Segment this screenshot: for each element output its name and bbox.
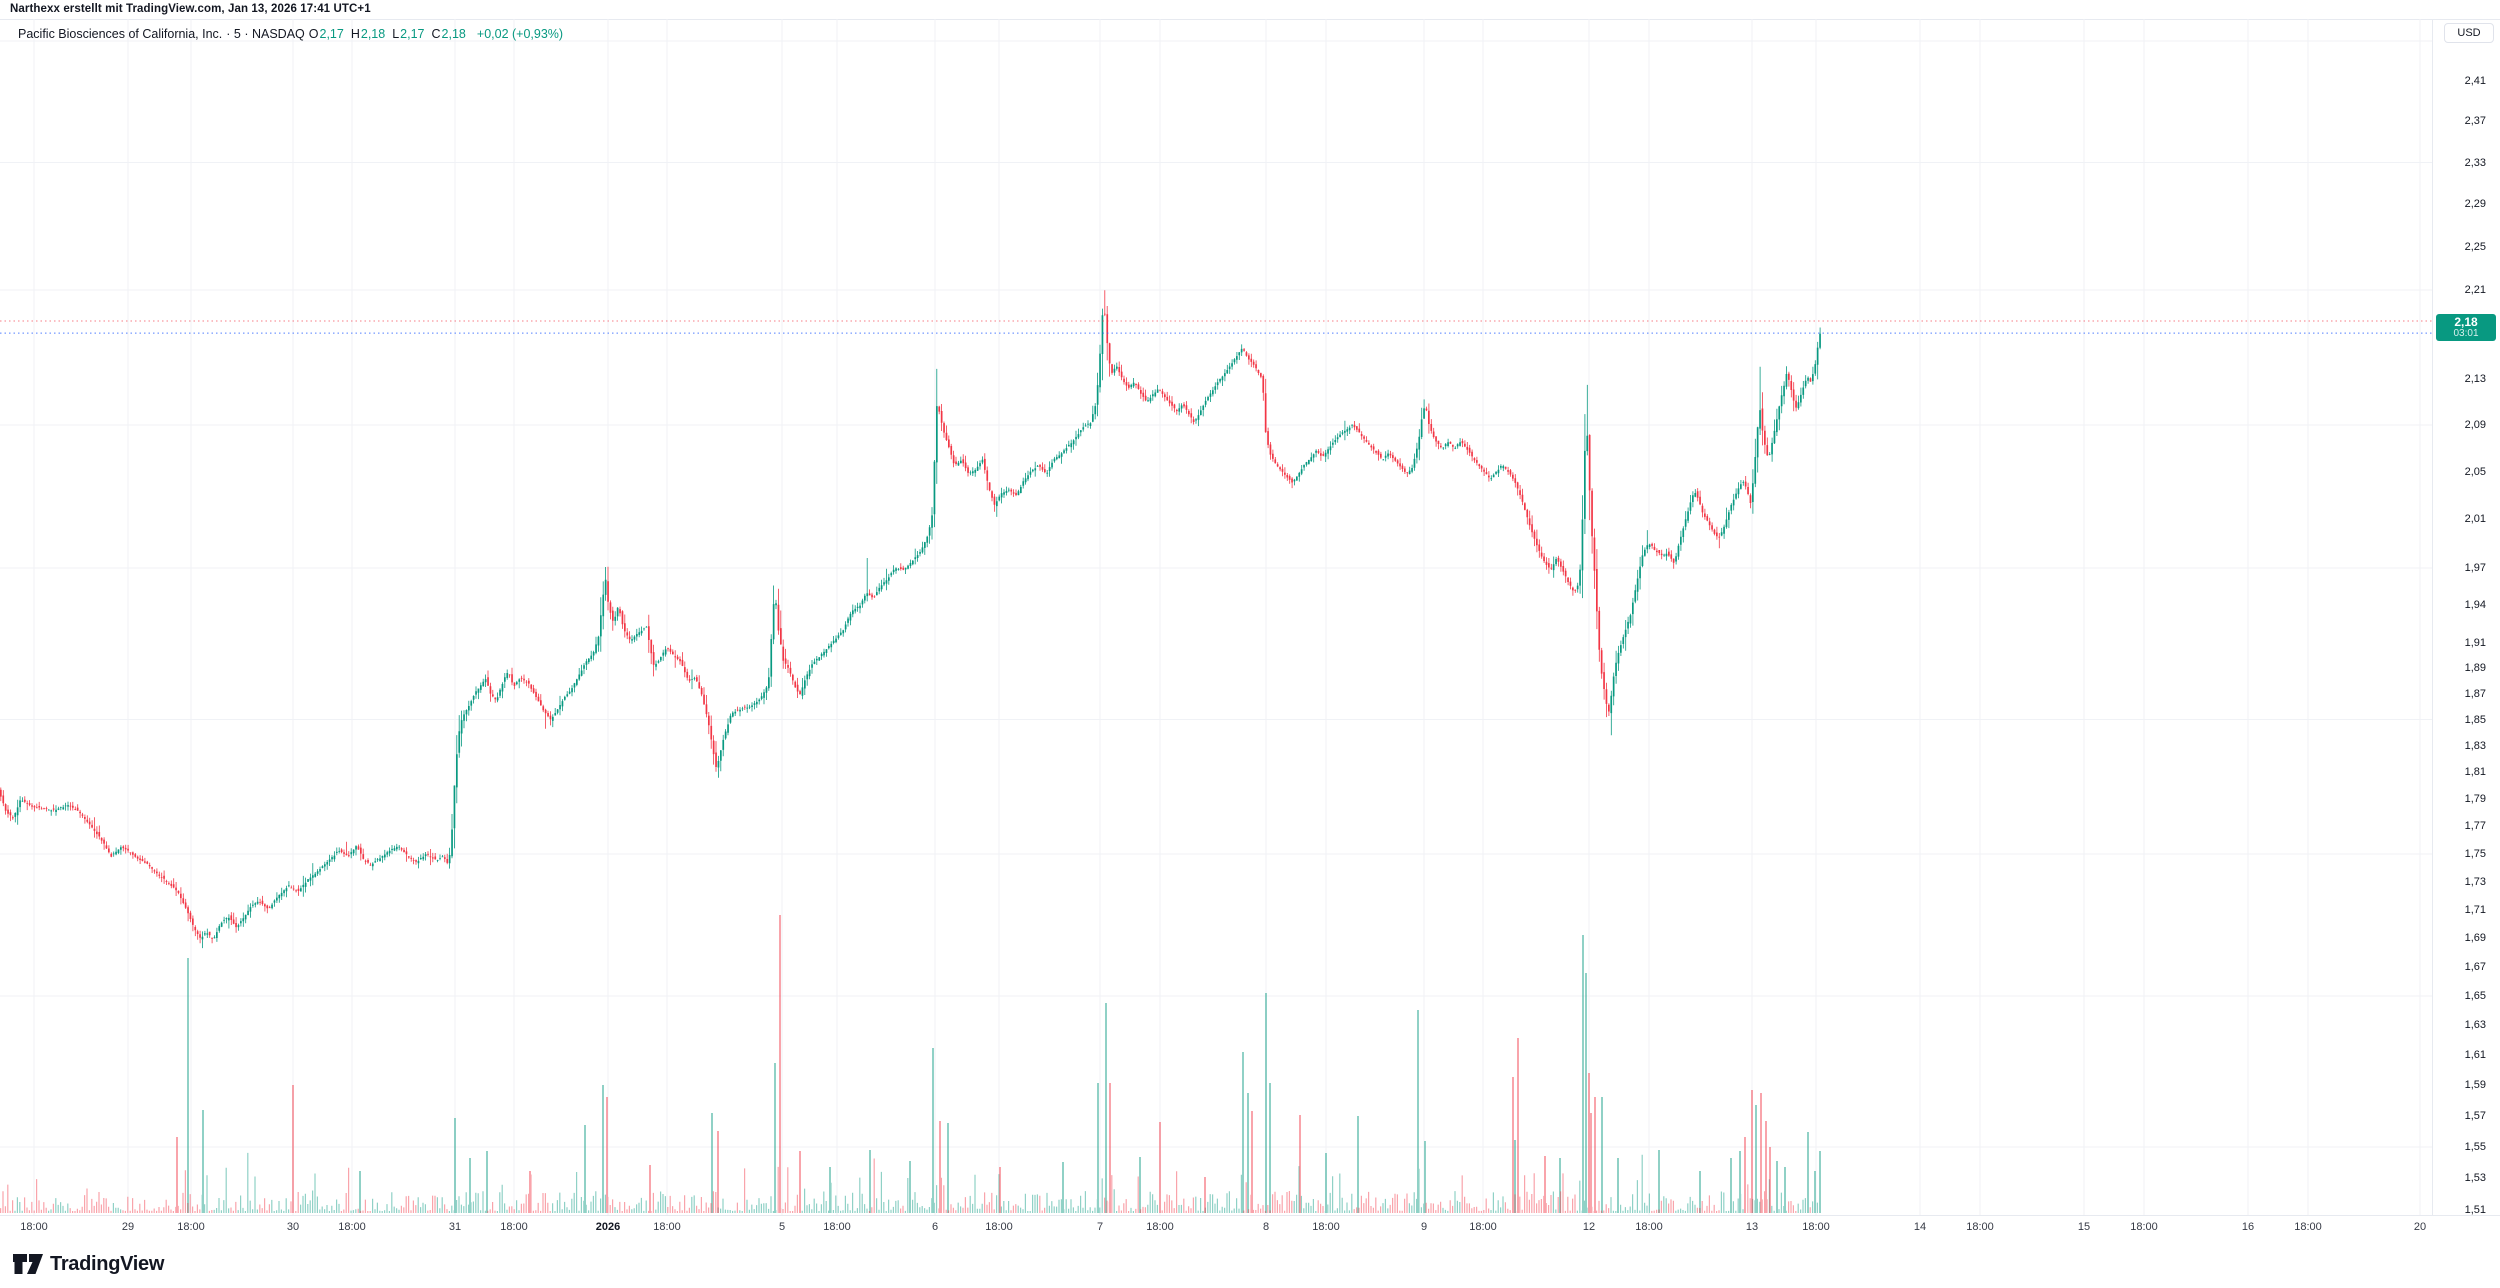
- price-tick: 2,09: [2464, 419, 2486, 432]
- price-tick: 1,83: [2464, 739, 2486, 752]
- time-tick: 16: [2241, 1221, 2255, 1233]
- time-tick: 18:00: [1146, 1221, 1174, 1233]
- time-tick: 29: [121, 1221, 135, 1233]
- price-tick: 1,77: [2464, 820, 2486, 833]
- price-tick: 2,21: [2464, 284, 2486, 297]
- time-tick: 31: [448, 1221, 462, 1233]
- time-tick: 18:00: [2130, 1221, 2158, 1233]
- time-axis-border: [0, 1215, 2500, 1216]
- price-tick: 1,55: [2464, 1140, 2486, 1153]
- price-tick: 2,37: [2464, 115, 2486, 128]
- price-tick: 1,75: [2464, 847, 2486, 860]
- symbol-name[interactable]: Pacific Biosciences of California, Inc.: [18, 27, 223, 41]
- ohlc-value: 2,18: [360, 27, 386, 41]
- time-tick: 15: [2077, 1221, 2091, 1233]
- price-tick: 1,89: [2464, 661, 2486, 674]
- price-tick: 1,67: [2464, 960, 2486, 973]
- price-tick: 1,69: [2464, 932, 2486, 945]
- time-tick: 18:00: [20, 1221, 48, 1233]
- price-tick: 1,81: [2464, 766, 2486, 779]
- time-tick: 18:00: [1802, 1221, 1830, 1233]
- price-tick: 2,29: [2464, 198, 2486, 211]
- time-tick: 5: [778, 1221, 786, 1233]
- change-readout: +0,02 (+0,93%): [476, 27, 564, 41]
- tradingview-logo-icon: [13, 1254, 43, 1274]
- time-tick: 18:00: [653, 1221, 681, 1233]
- ohlc-readout: O2,17 H2,18 L2,17 C2,18: [309, 27, 473, 41]
- grid-lines: [0, 19, 2432, 1215]
- time-tick: 18:00: [2294, 1221, 2322, 1233]
- price-tick: 1,87: [2464, 687, 2486, 700]
- price-tick: 1,79: [2464, 793, 2486, 806]
- price-candles: [0, 290, 1821, 949]
- currency-toggle[interactable]: USD: [2444, 23, 2494, 43]
- time-tick: 13: [1745, 1221, 1759, 1233]
- price-tick: 1,61: [2464, 1049, 2486, 1062]
- last-price-value: 2,18: [2454, 314, 2478, 329]
- time-tick: 12: [1582, 1221, 1596, 1233]
- last-price-badge: 2,18 03:01: [2436, 314, 2496, 342]
- price-tick: 2,25: [2464, 240, 2486, 253]
- price-tick: 1,63: [2464, 1019, 2486, 1032]
- symbol-meta: · 5 · NASDAQ: [226, 27, 305, 41]
- ohlc-value: 2,18: [441, 27, 466, 41]
- time-tick: 18:00: [500, 1221, 528, 1233]
- time-tick: 9: [1420, 1221, 1428, 1233]
- price-tick: 1,94: [2464, 598, 2486, 611]
- volume-bars: [0, 915, 1821, 1213]
- price-axis-border: [2432, 19, 2433, 1215]
- time-tick: 18:00: [1635, 1221, 1663, 1233]
- time-tick: 14: [1913, 1221, 1927, 1233]
- price-tick: 1,91: [2464, 636, 2486, 649]
- time-tick: 30: [286, 1221, 300, 1233]
- time-tick: 18:00: [338, 1221, 366, 1233]
- price-tick: 1,57: [2464, 1109, 2486, 1122]
- price-tick: 2,33: [2464, 156, 2486, 169]
- price-tick: 1,65: [2464, 989, 2486, 1002]
- price-tick: 2,05: [2464, 465, 2486, 478]
- tradingview-logo-text: TradingView: [50, 1252, 165, 1275]
- price-tick: 2,13: [2464, 373, 2486, 386]
- attribution-text: Narthexx erstellt mit TradingView.com, J…: [10, 3, 371, 15]
- pane-top-border: [0, 19, 2500, 20]
- symbol-info-row[interactable]: Pacific Biosciences of California, Inc. ·…: [18, 27, 567, 41]
- ohlc-label: H: [350, 27, 360, 41]
- price-tick: 2,01: [2464, 513, 2486, 526]
- time-tick: 18:00: [1469, 1221, 1497, 1233]
- time-tick: 20: [2413, 1221, 2427, 1233]
- time-tick: 18:00: [985, 1221, 1013, 1233]
- ohlc-value: 2,17: [400, 27, 425, 41]
- price-tick: 1,85: [2464, 713, 2486, 726]
- price-tick: 1,97: [2464, 561, 2486, 574]
- time-tick: 18:00: [1966, 1221, 1994, 1233]
- time-tick: 2026: [595, 1221, 621, 1233]
- ohlc-label: O: [308, 27, 319, 41]
- ohlc-label: L: [392, 27, 400, 41]
- ohlc-value: 2,17: [319, 27, 344, 41]
- price-tick: 1,59: [2464, 1079, 2486, 1092]
- price-tick: 1,53: [2464, 1172, 2486, 1185]
- price-tick: 1,51: [2464, 1204, 2486, 1216]
- time-tick: 18:00: [177, 1221, 205, 1233]
- price-level-lines: [0, 320, 2432, 334]
- time-tick: 6: [931, 1221, 939, 1233]
- price-tick: 1,71: [2464, 903, 2486, 916]
- time-tick: 7: [1096, 1221, 1104, 1233]
- time-tick: 8: [1262, 1221, 1270, 1233]
- bar-countdown: 03:01: [2453, 327, 2479, 339]
- time-tick: 18:00: [823, 1221, 851, 1233]
- price-tick: 2,41: [2464, 75, 2486, 87]
- time-tick: 18:00: [1312, 1221, 1340, 1233]
- tradingview-logo[interactable]: TradingView: [13, 1251, 164, 1277]
- ohlc-label: C: [431, 27, 441, 41]
- price-tick: 1,73: [2464, 875, 2486, 888]
